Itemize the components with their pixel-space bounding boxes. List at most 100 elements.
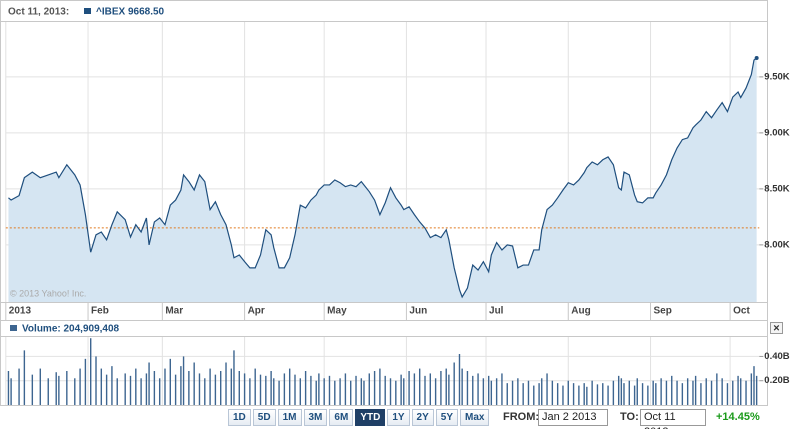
volume-bar xyxy=(602,383,604,405)
volume-bar xyxy=(440,371,442,405)
volume-bar xyxy=(294,374,296,405)
volume-bar xyxy=(665,380,668,405)
volume-bar xyxy=(400,374,402,405)
volume-bar xyxy=(135,368,137,405)
volume-bar xyxy=(66,371,68,405)
volume-bar xyxy=(220,371,222,405)
volume-bar xyxy=(472,375,474,405)
volume-bar xyxy=(288,368,291,405)
range-button[interactable]: 5Y xyxy=(435,409,459,426)
volume-bar xyxy=(116,378,118,405)
volume-bar xyxy=(660,378,662,405)
volume-bar xyxy=(111,366,113,405)
volume-bar xyxy=(55,372,57,405)
volume-bar xyxy=(384,375,386,405)
volume-bar xyxy=(204,378,206,405)
volume-bar xyxy=(233,350,235,405)
volume-bar xyxy=(461,368,463,405)
range-button[interactable]: 2Y xyxy=(411,409,434,426)
volume-bar xyxy=(299,378,302,405)
header-date: Oct 11, 2013: xyxy=(8,7,69,18)
volume-bar xyxy=(501,373,503,405)
volume-bar xyxy=(129,375,132,405)
range-button[interactable]: 1M xyxy=(277,409,302,426)
area xyxy=(8,58,757,303)
volume-bar xyxy=(283,373,286,405)
volume-bar xyxy=(23,350,26,405)
volume-bar xyxy=(522,383,524,405)
volume-bar xyxy=(710,380,713,405)
volume-bar xyxy=(193,362,195,405)
volume-bar xyxy=(39,368,41,405)
from-input[interactable]: Jan 2 2013 xyxy=(538,409,608,426)
last-point xyxy=(754,56,759,61)
volume-bar xyxy=(368,373,370,405)
volume-bar xyxy=(209,368,211,405)
volume-bar xyxy=(105,374,108,405)
volume-bar xyxy=(633,385,636,405)
range-button[interactable]: 1Y xyxy=(387,409,410,426)
close-box[interactable] xyxy=(770,322,783,334)
volume-bar xyxy=(7,371,10,405)
volume-bar xyxy=(541,378,543,405)
volume-bar xyxy=(482,378,485,405)
x-tick-label: May xyxy=(327,306,347,317)
range-button[interactable]: Max xyxy=(460,409,490,426)
volume-bar xyxy=(243,373,246,405)
volume-bar xyxy=(413,373,416,405)
volume-bar xyxy=(578,385,580,405)
close-button[interactable]: × xyxy=(773,322,779,334)
volume-bar xyxy=(124,373,126,405)
volume-bar xyxy=(551,380,554,405)
to-input[interactable]: Oct 11 2013 xyxy=(640,409,706,429)
volume-bar xyxy=(145,373,148,405)
x-tick-label: Feb xyxy=(91,306,109,317)
volume-bar xyxy=(408,371,410,405)
volume-bar xyxy=(617,375,620,405)
legend-swatch xyxy=(10,325,17,331)
volume-bar xyxy=(671,375,673,405)
range-button[interactable]: 3M xyxy=(303,409,328,426)
volume-bar xyxy=(90,338,92,405)
volume-bar xyxy=(647,385,649,405)
range-button[interactable]: YTD xyxy=(355,409,386,426)
volume-bar xyxy=(182,356,185,405)
x-tick-label: Aug xyxy=(571,306,590,317)
y-tick-label: 9.50K xyxy=(764,71,789,82)
volume-bar xyxy=(84,358,87,405)
y-tick-label: 8.00K xyxy=(764,239,789,250)
volume-bar xyxy=(620,378,623,405)
volume-bar xyxy=(705,378,707,405)
x-tick-label: Jun xyxy=(409,306,427,317)
volume-bar xyxy=(692,380,694,405)
volume-bar xyxy=(254,368,256,405)
volume-bar xyxy=(583,383,585,405)
y-tick-label: 8.50K xyxy=(764,183,789,194)
volume-bar xyxy=(753,366,755,405)
y-tick-label: 9.00K xyxy=(764,127,789,138)
x-tick-label: 2013 xyxy=(9,306,32,317)
range-button[interactable]: 5D xyxy=(252,409,276,426)
volume-bar xyxy=(395,380,397,405)
volume-bar xyxy=(259,374,262,405)
x-tick-label: Jul xyxy=(489,306,504,317)
volume-bar xyxy=(477,373,479,405)
volume-bar xyxy=(562,385,564,405)
watermark: © 2013 Yahoo! Inc. xyxy=(10,288,86,298)
volume-bar xyxy=(188,371,190,405)
volume-bar xyxy=(148,362,150,405)
legend-label: ^IBEX 9668.50 xyxy=(96,7,165,18)
volume-bar xyxy=(586,386,588,405)
volume-bar xyxy=(58,375,60,405)
volume-bar xyxy=(721,378,723,405)
volume-bar xyxy=(230,368,233,405)
volume-bar xyxy=(740,378,742,405)
volume-bar xyxy=(466,371,469,405)
volume-bar xyxy=(641,383,644,405)
range-button[interactable]: 6M xyxy=(329,409,354,426)
volume-bar xyxy=(533,385,535,405)
volume-bar xyxy=(379,368,381,405)
volume-bar xyxy=(47,378,49,405)
range-button[interactable]: 1D xyxy=(228,409,251,426)
legend-swatch xyxy=(84,8,91,14)
